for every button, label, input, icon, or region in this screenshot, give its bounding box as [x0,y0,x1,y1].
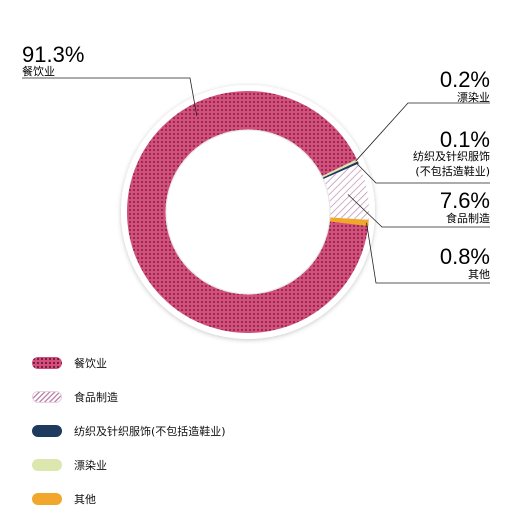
legend-swatch-dots [32,357,62,369]
callout-line [355,102,490,162]
callout-line [347,194,490,228]
slice-pct-label: 0.2% [440,67,490,92]
legend: 餐饮业 食品制造 纺织及针织服饰(不包括造鞋业) 漂染业 其他 [32,346,226,516]
legend-item-food-manufacturing: 食品制造 [32,380,226,414]
slice-2 [322,161,359,180]
slice-0 [126,90,369,333]
slice-3 [323,163,369,220]
legend-label: 食品制造 [74,391,118,404]
callout-line [366,222,490,284]
legend-label: 纺织及针织服饰(不包括造鞋业) [74,425,226,438]
slice-4 [329,217,369,226]
legend-label: 餐饮业 [74,357,107,370]
legend-swatch-lightgreen [32,459,62,471]
slice-category-label: 食品制造 [446,211,490,225]
legend-label: 漂染业 [74,459,107,472]
legend-swatch-navy [32,425,62,437]
slice-category-label: (不包括造鞋业) [415,164,490,178]
legend-swatch-hatch [32,391,62,403]
slice-pct-label: 7.6% [440,188,490,213]
legend-item-food-service: 餐饮业 [32,346,226,380]
legend-item-textiles: 纺织及针织服饰(不包括造鞋业) [32,414,226,448]
slice-category-label: 其他 [468,268,490,281]
legend-item-other: 其他 [32,482,226,516]
callout-line [356,162,490,184]
slice-category-label: 漂染业 [457,90,490,104]
callout-line [22,77,198,116]
slice-pct-label: 0.1% [440,127,490,152]
slice-1 [321,159,358,178]
slice-category-label: 餐饮业 [22,64,55,78]
legend-label: 其他 [74,493,96,506]
slice-pct-label: 91.3% [22,42,84,67]
legend-swatch-orange [32,493,62,505]
ring-inner-edge [165,129,331,295]
slice-pct-label: 0.8% [440,244,490,269]
slice-category-label: 纺织及针织服饰 [413,149,490,163]
legend-item-dyeing: 漂染业 [32,448,226,482]
